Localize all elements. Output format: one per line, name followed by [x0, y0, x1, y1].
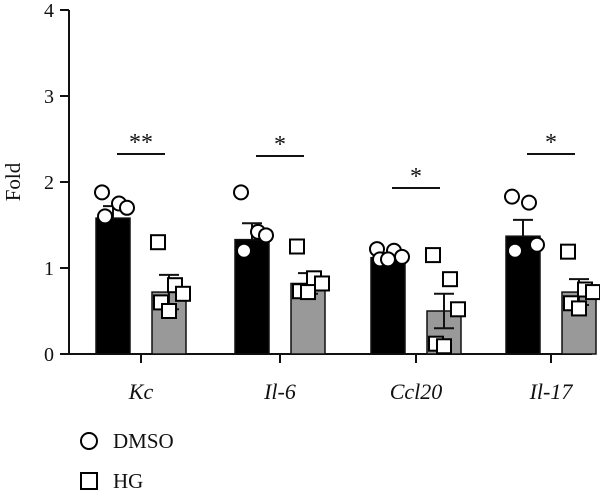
data-point-dmso: [236, 242, 252, 259]
data-point-dmso: [529, 236, 545, 253]
x-tick-label: Il-6: [263, 379, 296, 404]
y-tick-label: 3: [44, 86, 54, 108]
x-tick-label: Il-17: [529, 379, 574, 404]
bar-dmso: [234, 238, 270, 355]
significance-label: *: [545, 130, 557, 156]
data-point-hg: [442, 271, 458, 288]
data-point-hg: [314, 275, 330, 292]
x-tick-label: Ccl20: [390, 379, 443, 404]
data-point-dmso: [380, 251, 396, 268]
data-point-hg: [161, 303, 177, 319]
data-point-dmso: [521, 194, 537, 211]
y-tick-label: 4: [44, 0, 54, 22]
bar-dmso: [95, 217, 131, 355]
x-tick-label: Kc: [128, 379, 154, 404]
data-point-hg: [436, 338, 452, 355]
data-point-dmso: [244, 260, 260, 276]
data-point-dmso: [105, 260, 121, 276]
y-tick-label: 2: [44, 172, 54, 194]
legend-label-hg: HG: [113, 469, 143, 490]
significance-label: **: [129, 130, 153, 156]
data-point-hg: [571, 300, 587, 317]
significance-label: *: [410, 164, 422, 190]
significance-label: *: [274, 132, 286, 158]
bar-dmso: [370, 256, 406, 355]
legend-label-dmso: DMSO: [113, 429, 174, 453]
data-point-hg: [560, 243, 576, 260]
data-point-dmso: [97, 208, 113, 225]
data-point-dmso: [504, 188, 520, 205]
data-point-hg: [175, 285, 191, 302]
data-point-hg: [150, 234, 166, 251]
data-point-dmso: [394, 248, 410, 265]
y-tick-label: 1: [44, 258, 54, 280]
data-point-hg: [425, 247, 441, 264]
data-point-hg: [450, 301, 466, 318]
legend-marker-dmso: [80, 432, 98, 450]
data-point-dmso: [119, 199, 135, 216]
data-point-dmso: [507, 242, 523, 259]
legend-marker-hg: [80, 472, 98, 490]
data-point-hg: [289, 238, 305, 255]
y-axis-title: Fold: [1, 162, 25, 201]
data-point-dmso: [258, 227, 274, 244]
data-point-hg: [585, 284, 600, 301]
y-tick-label: 0: [44, 344, 54, 366]
data-point-dmso: [94, 184, 110, 201]
data-point-hg: [300, 284, 316, 301]
data-point-dmso: [515, 260, 531, 276]
data-point-dmso: [233, 184, 249, 201]
